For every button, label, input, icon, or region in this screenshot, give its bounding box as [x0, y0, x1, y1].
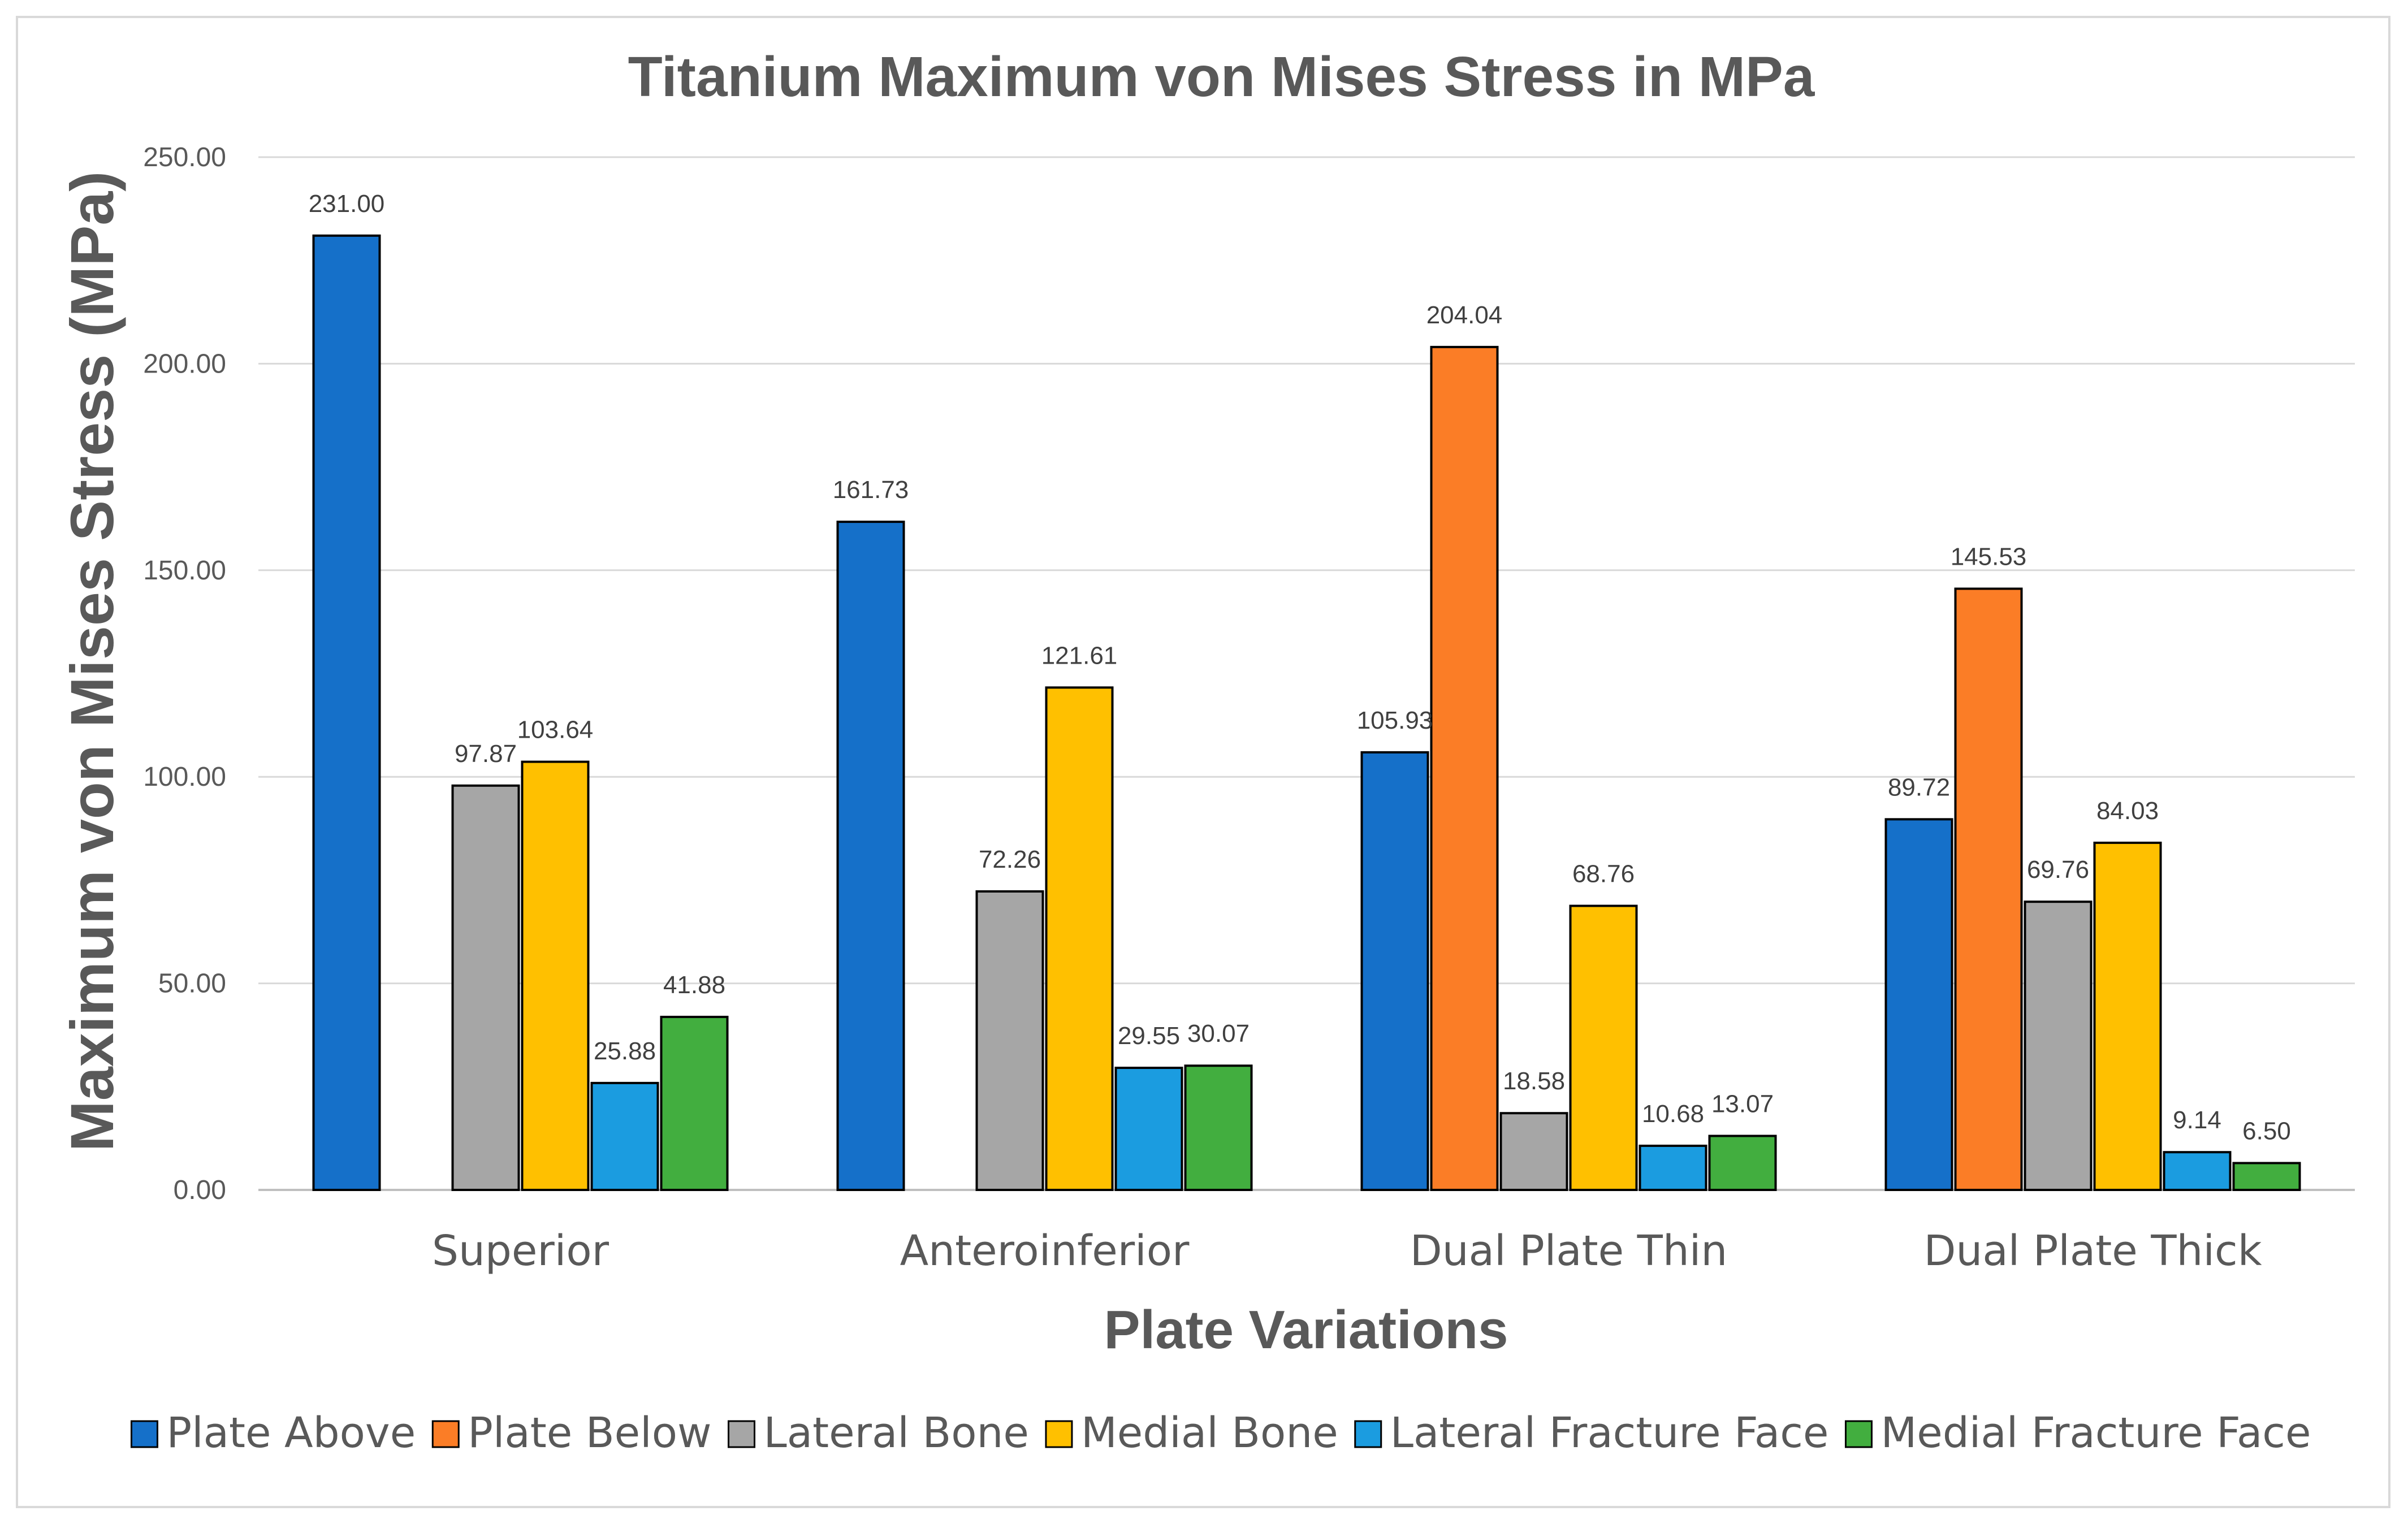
legend-item: Lateral Bone: [728, 1409, 1029, 1457]
legend-label: Lateral Fracture Face: [1390, 1409, 1829, 1457]
bar: [2232, 1162, 2301, 1192]
x-axis-categories: Superior Anteroinferior Dual Plate Thin Dua…: [432, 1227, 2262, 1275]
bar: [1499, 1112, 1568, 1192]
data-label: 69.76: [2027, 856, 2089, 884]
data-label: 121.61: [1041, 642, 1118, 669]
data-label: 204.04: [1426, 301, 1503, 329]
bar: [521, 760, 590, 1191]
legend-label: Plate Above: [166, 1409, 416, 1457]
bar: [1045, 686, 1114, 1192]
bar: [1114, 1067, 1183, 1191]
data-label: 30.07: [1187, 1020, 1250, 1047]
y-tick-label: 150.00: [143, 556, 226, 586]
data-label: 68.76: [1572, 860, 1635, 888]
bar: [1639, 1144, 1707, 1191]
bar: [1884, 818, 1953, 1192]
y-tick-label: 250.00: [143, 142, 226, 172]
bars: [312, 234, 2301, 1192]
y-tick-label: 200.00: [143, 349, 226, 379]
y-tick-label: 100.00: [143, 762, 226, 792]
data-label: 72.26: [979, 846, 1041, 873]
legend-label: Medial Fracture Face: [1880, 1409, 2311, 1457]
x-axis-title: Plate Variations: [1104, 1300, 1508, 1360]
x-category-label: Superior: [432, 1227, 609, 1275]
chart-title: Titanium Maximum von Mises Stress in MPa: [628, 45, 1815, 109]
legend-label: Plate Below: [468, 1409, 711, 1457]
data-label: 84.03: [2096, 797, 2159, 825]
data-label: 89.72: [1888, 773, 1950, 801]
bar: [2093, 841, 2162, 1192]
bar: [451, 784, 520, 1191]
bar: [975, 890, 1044, 1191]
y-axis-title: Maximum von Mises Stress (MPa): [58, 171, 126, 1152]
legend-swatch: [1045, 1420, 1073, 1448]
data-label: 18.58: [1503, 1067, 1565, 1095]
legend-swatch: [1354, 1420, 1382, 1448]
bar: [2163, 1151, 2232, 1191]
legend-item: Medial Fracture Face: [1844, 1409, 2311, 1457]
legend-swatch: [1844, 1420, 1873, 1448]
legend-item: Medial Bone: [1045, 1409, 1338, 1457]
bar: [1954, 587, 2023, 1191]
bar: [1184, 1064, 1253, 1191]
legend-label: Lateral Bone: [764, 1409, 1029, 1457]
data-label: 9.14: [2173, 1106, 2221, 1134]
bar: [1569, 904, 1638, 1192]
y-axis-ticks: 0.00 50.00 100.00 150.00 200.00 250.00: [143, 142, 226, 1205]
legend-item: Plate Below: [431, 1409, 712, 1457]
bar: [590, 1081, 659, 1192]
data-label: 13.07: [1711, 1090, 1774, 1118]
data-label: 145.53: [1951, 543, 2027, 570]
bar: [312, 234, 381, 1191]
legend-swatch: [728, 1420, 756, 1448]
data-label: 105.93: [1357, 707, 1433, 734]
data-label: 6.50: [2242, 1117, 2291, 1145]
bar: [1708, 1135, 1777, 1192]
bar: [836, 521, 905, 1191]
legend-label: Medial Bone: [1081, 1409, 1338, 1457]
y-tick-label: 50.00: [158, 969, 226, 999]
data-label: 29.55: [1118, 1022, 1180, 1050]
x-category-label: Dual Plate Thick: [1923, 1227, 2262, 1275]
data-label: 161.73: [833, 476, 909, 504]
legend-swatch: [431, 1420, 460, 1448]
data-label: 231.00: [309, 190, 385, 218]
data-label: 41.88: [663, 971, 725, 999]
x-category-label: Dual Plate Thin: [1410, 1227, 1727, 1275]
data-label: 97.87: [455, 740, 517, 768]
bar: [1430, 345, 1499, 1191]
bar: [660, 1015, 729, 1191]
legend-item: Lateral Fracture Face: [1354, 1409, 1829, 1457]
x-category-label: Anteroinferior: [900, 1227, 1190, 1275]
bar: [1360, 751, 1429, 1191]
legend-item: Plate Above: [130, 1409, 416, 1457]
y-tick-label: 0.00: [174, 1175, 226, 1205]
data-label: 103.64: [517, 716, 594, 744]
legend-swatch: [130, 1420, 158, 1448]
bar: [2024, 900, 2093, 1192]
legend: Plate Above Plate Below Lateral Bone Medial…: [130, 1409, 2311, 1457]
data-label: 10.68: [1642, 1100, 1704, 1128]
data-label: 25.88: [594, 1037, 656, 1065]
